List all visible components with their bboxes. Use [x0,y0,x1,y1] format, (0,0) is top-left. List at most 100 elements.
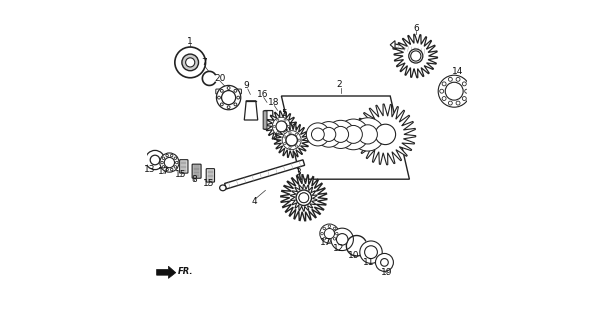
Circle shape [161,161,163,164]
Circle shape [295,133,297,135]
Circle shape [150,155,160,165]
Circle shape [351,118,384,151]
Circle shape [448,101,453,105]
Circle shape [174,157,177,159]
Circle shape [411,51,421,61]
Circle shape [456,77,460,81]
Circle shape [316,122,341,147]
Circle shape [381,259,388,266]
Text: 17: 17 [320,238,332,247]
Circle shape [442,97,446,100]
Circle shape [323,227,325,230]
Circle shape [160,153,179,172]
Circle shape [456,101,460,105]
Ellipse shape [220,185,226,191]
Circle shape [448,77,453,81]
Circle shape [344,125,362,143]
Text: 3: 3 [295,168,301,177]
Circle shape [462,97,466,100]
Circle shape [376,253,394,271]
Circle shape [286,134,297,146]
Circle shape [227,106,230,108]
FancyBboxPatch shape [180,160,188,173]
Circle shape [333,227,336,230]
Circle shape [338,119,369,150]
Circle shape [175,47,206,78]
Circle shape [220,103,223,106]
Circle shape [298,139,300,141]
Circle shape [220,89,223,92]
Circle shape [296,190,311,205]
FancyBboxPatch shape [206,169,214,182]
Polygon shape [157,266,176,278]
Text: 14: 14 [452,68,463,76]
Circle shape [328,240,331,242]
Circle shape [276,121,287,132]
FancyBboxPatch shape [216,89,241,94]
Circle shape [335,232,338,235]
Circle shape [462,82,466,86]
FancyBboxPatch shape [265,110,273,129]
Circle shape [182,54,198,71]
Circle shape [322,127,336,141]
Circle shape [320,224,339,243]
Circle shape [166,168,168,171]
Circle shape [222,91,236,105]
Text: 4: 4 [251,197,257,206]
Circle shape [171,154,173,157]
Text: 17: 17 [158,167,169,176]
Circle shape [272,117,290,136]
Text: 9: 9 [243,81,249,90]
Circle shape [327,120,355,148]
Circle shape [360,241,382,263]
Polygon shape [394,34,438,78]
Polygon shape [393,44,427,54]
Circle shape [277,132,279,134]
Text: 10: 10 [348,252,359,260]
Circle shape [286,135,297,146]
Circle shape [365,246,378,259]
Circle shape [323,237,325,240]
Circle shape [442,82,446,86]
Circle shape [409,49,423,63]
Text: 8: 8 [192,175,197,184]
Circle shape [311,128,324,141]
Polygon shape [355,104,416,165]
Circle shape [237,96,239,99]
Circle shape [174,166,177,168]
Circle shape [465,89,468,93]
Text: 7: 7 [201,58,207,67]
Circle shape [331,228,354,251]
Text: 19: 19 [381,268,393,277]
Circle shape [324,228,335,239]
Circle shape [299,193,309,203]
Circle shape [284,142,286,145]
Text: 15: 15 [203,179,214,188]
Circle shape [166,154,168,157]
Circle shape [234,103,237,106]
Circle shape [328,225,331,228]
Circle shape [306,123,329,146]
Circle shape [333,126,349,142]
Circle shape [185,58,195,67]
Text: FR.: FR. [178,267,193,276]
Circle shape [217,96,220,99]
Circle shape [289,146,291,148]
Circle shape [358,125,378,144]
Circle shape [287,125,290,127]
Circle shape [234,89,237,92]
Circle shape [162,157,165,159]
Circle shape [295,145,297,147]
Circle shape [336,234,348,245]
Circle shape [333,237,336,240]
Circle shape [440,89,444,93]
Text: 11: 11 [363,258,374,267]
Circle shape [284,132,286,134]
Circle shape [375,124,395,145]
Polygon shape [281,175,327,221]
Circle shape [277,119,279,121]
Text: 20: 20 [214,74,226,83]
Text: 2: 2 [336,80,342,89]
Polygon shape [274,123,309,158]
Text: 1: 1 [187,37,193,46]
